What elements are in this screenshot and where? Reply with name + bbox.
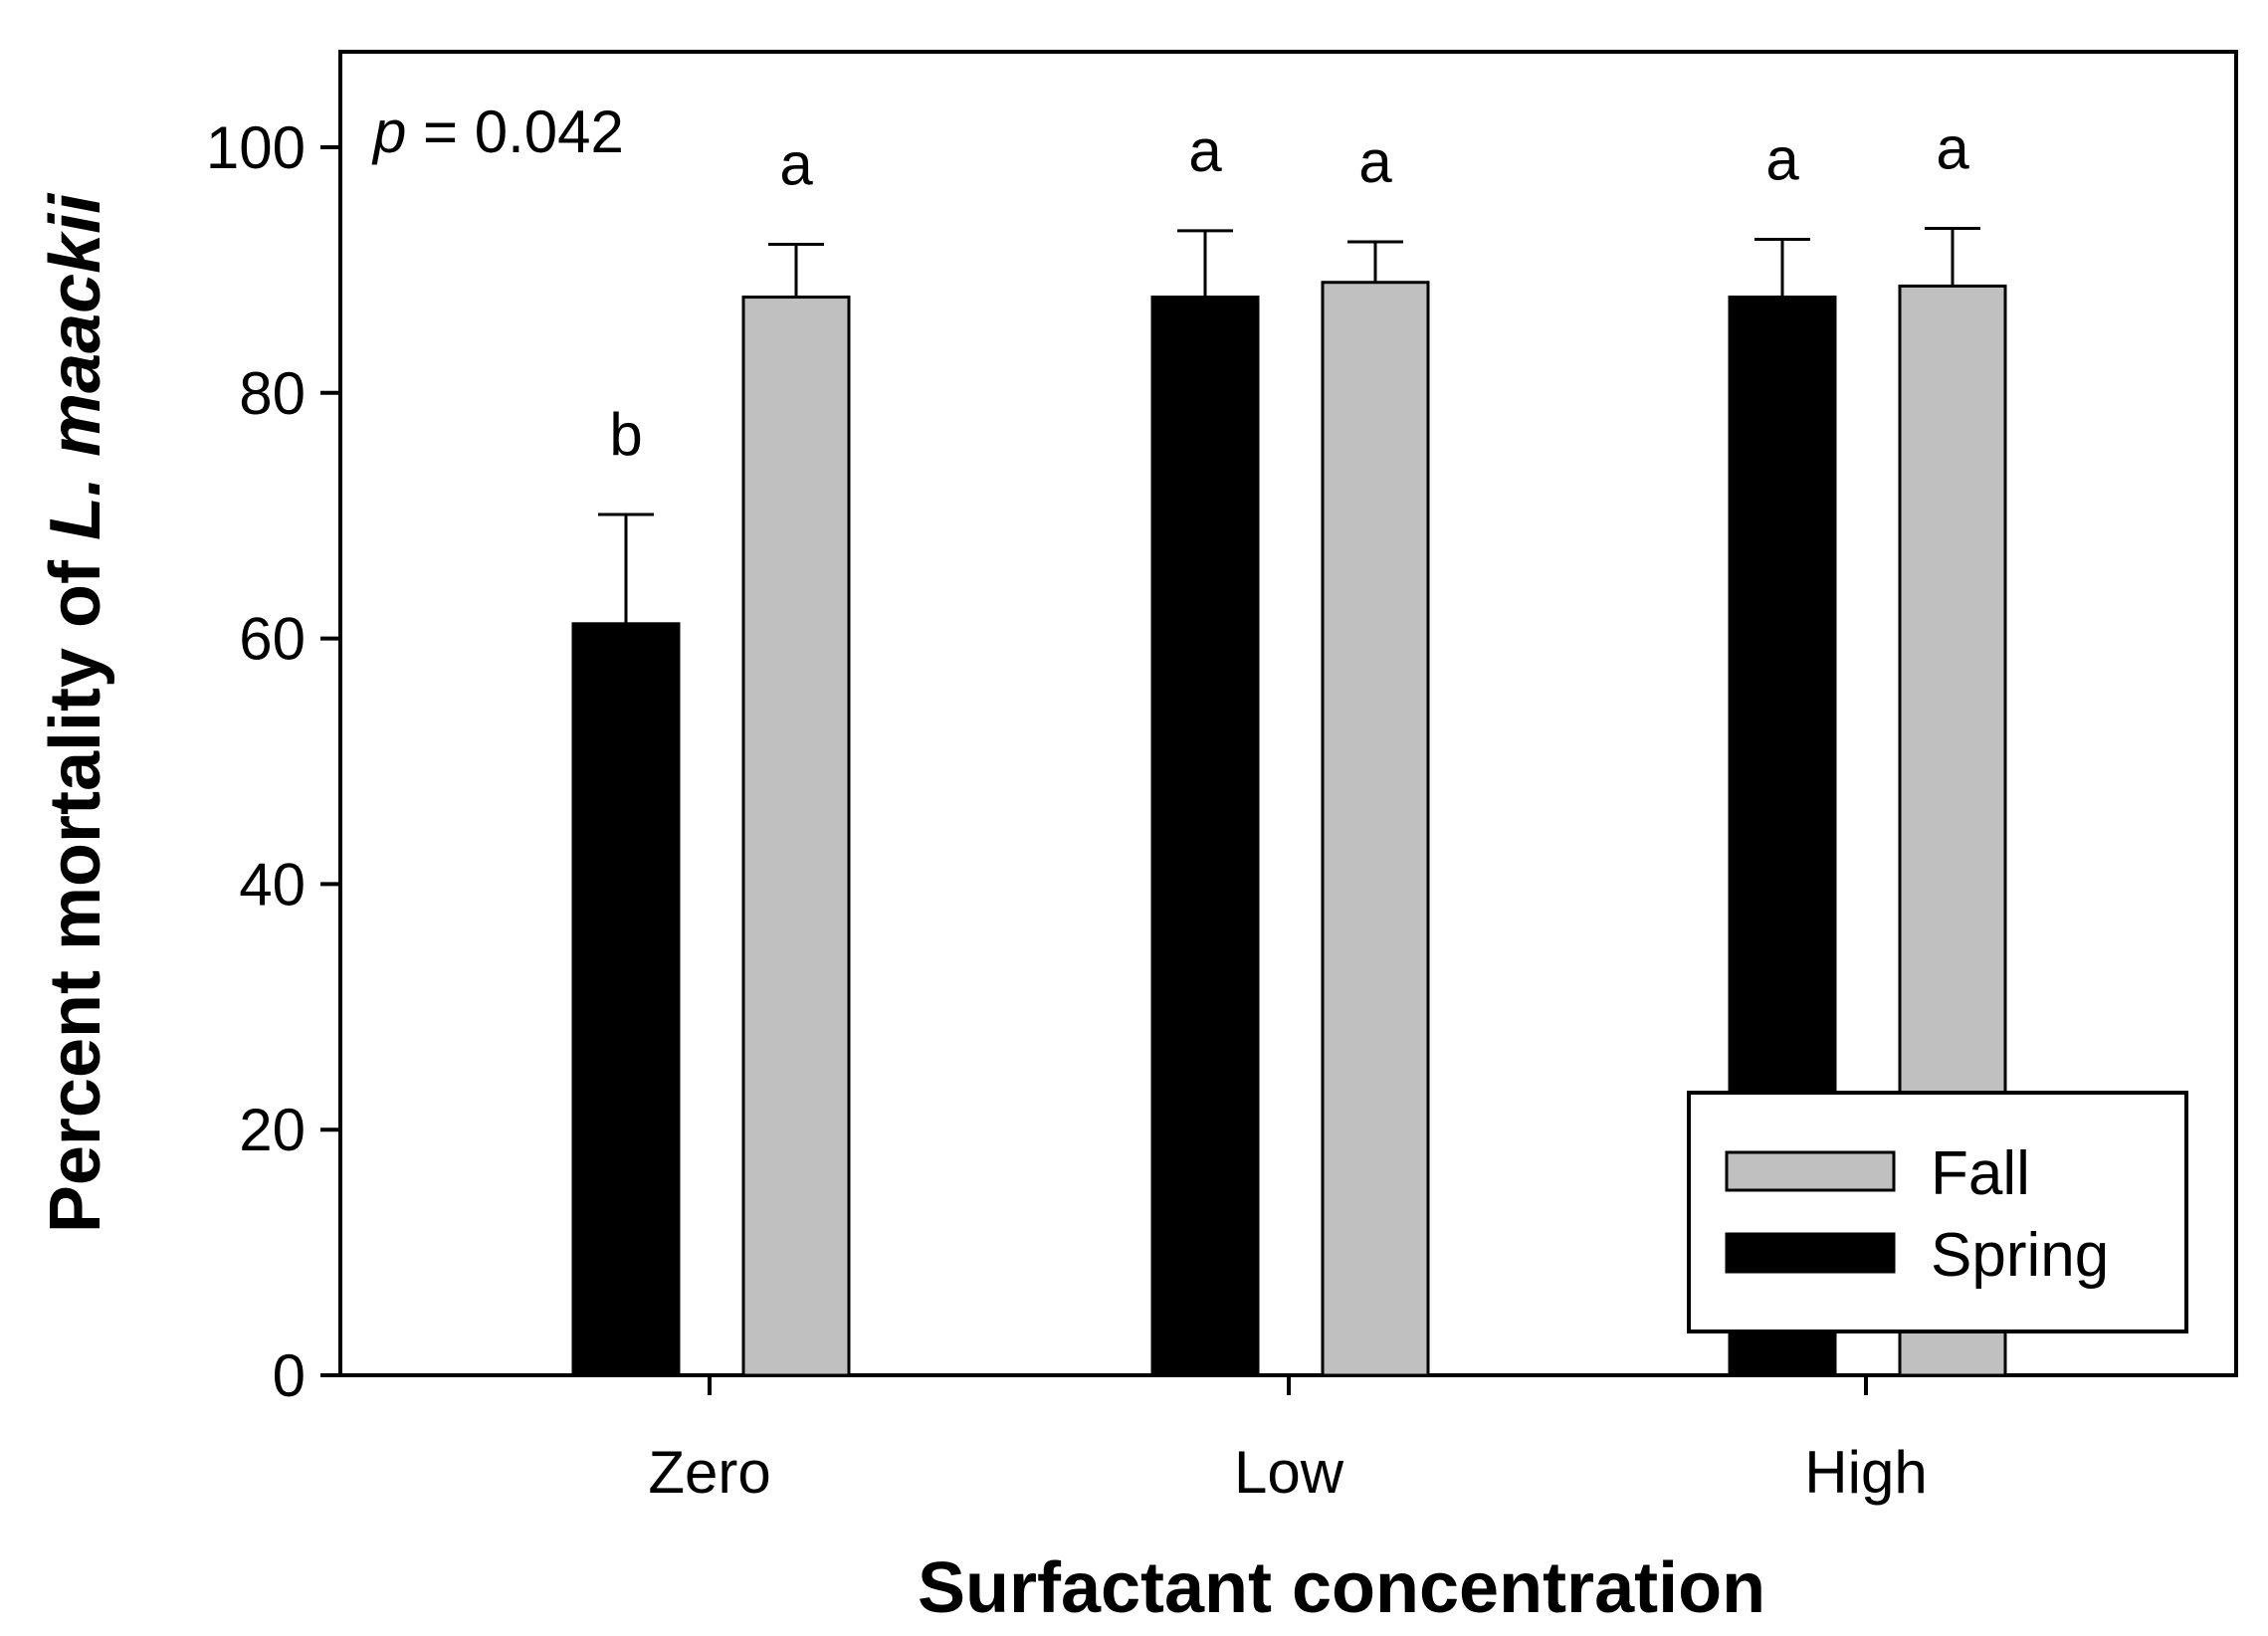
y-tick-label-80: 80 [239, 360, 306, 427]
sig-label-spring-high: a [1765, 126, 1799, 193]
legend: Fall Spring [1687, 1091, 2188, 1333]
p-value-symbol: p [371, 99, 406, 165]
y-axis-title: Percent mortality of L. maackii [36, 192, 115, 1233]
legend-swatch-fall [1725, 1150, 1896, 1192]
sig-label-fall-high: a [1936, 114, 1969, 181]
x-tick-label-high: High [1804, 1439, 1927, 1506]
y-tick-label-20: 20 [239, 1097, 306, 1163]
x-axis: Zero Low High [648, 1375, 1928, 1506]
y-tick-label-100: 100 [206, 114, 306, 181]
p-value-text: = 0.042 [406, 99, 624, 165]
error-bars [598, 226, 1980, 624]
p-value-annotation: p = 0.042 [371, 99, 624, 165]
y-tick-label-40: 40 [239, 851, 306, 918]
sig-label-fall-zero: a [779, 130, 813, 197]
legend-box [1687, 1091, 2188, 1333]
bar-fall-zero [741, 296, 851, 1377]
x-tick-label-zero: Zero [648, 1439, 770, 1506]
bar-spring-low [1150, 296, 1260, 1377]
x-tick-label-low: Low [1234, 1439, 1344, 1506]
y-tick-label-0: 0 [273, 1342, 306, 1409]
y-tick-label-60: 60 [239, 606, 306, 673]
y-axis: 0 20 40 60 80 100 [206, 114, 340, 1409]
sig-label-fall-low: a [1358, 128, 1392, 195]
legend-swatch-spring [1725, 1232, 1896, 1274]
y-axis-title-species: L. maackii [36, 192, 115, 540]
legend-label-fall: Fall [1931, 1139, 2030, 1208]
sig-label-spring-zero: b [609, 401, 642, 468]
bar-spring-zero [571, 622, 681, 1377]
sig-label-spring-low: a [1188, 117, 1222, 184]
y-axis-title-prefix: Percent mortality of [36, 540, 115, 1233]
bar-fall-low [1321, 281, 1430, 1377]
legend-label-spring: Spring [1931, 1221, 2109, 1290]
significance-labels: b a a a a a [609, 114, 1969, 468]
x-axis-title: Surfactant concentration [918, 1548, 1765, 1628]
